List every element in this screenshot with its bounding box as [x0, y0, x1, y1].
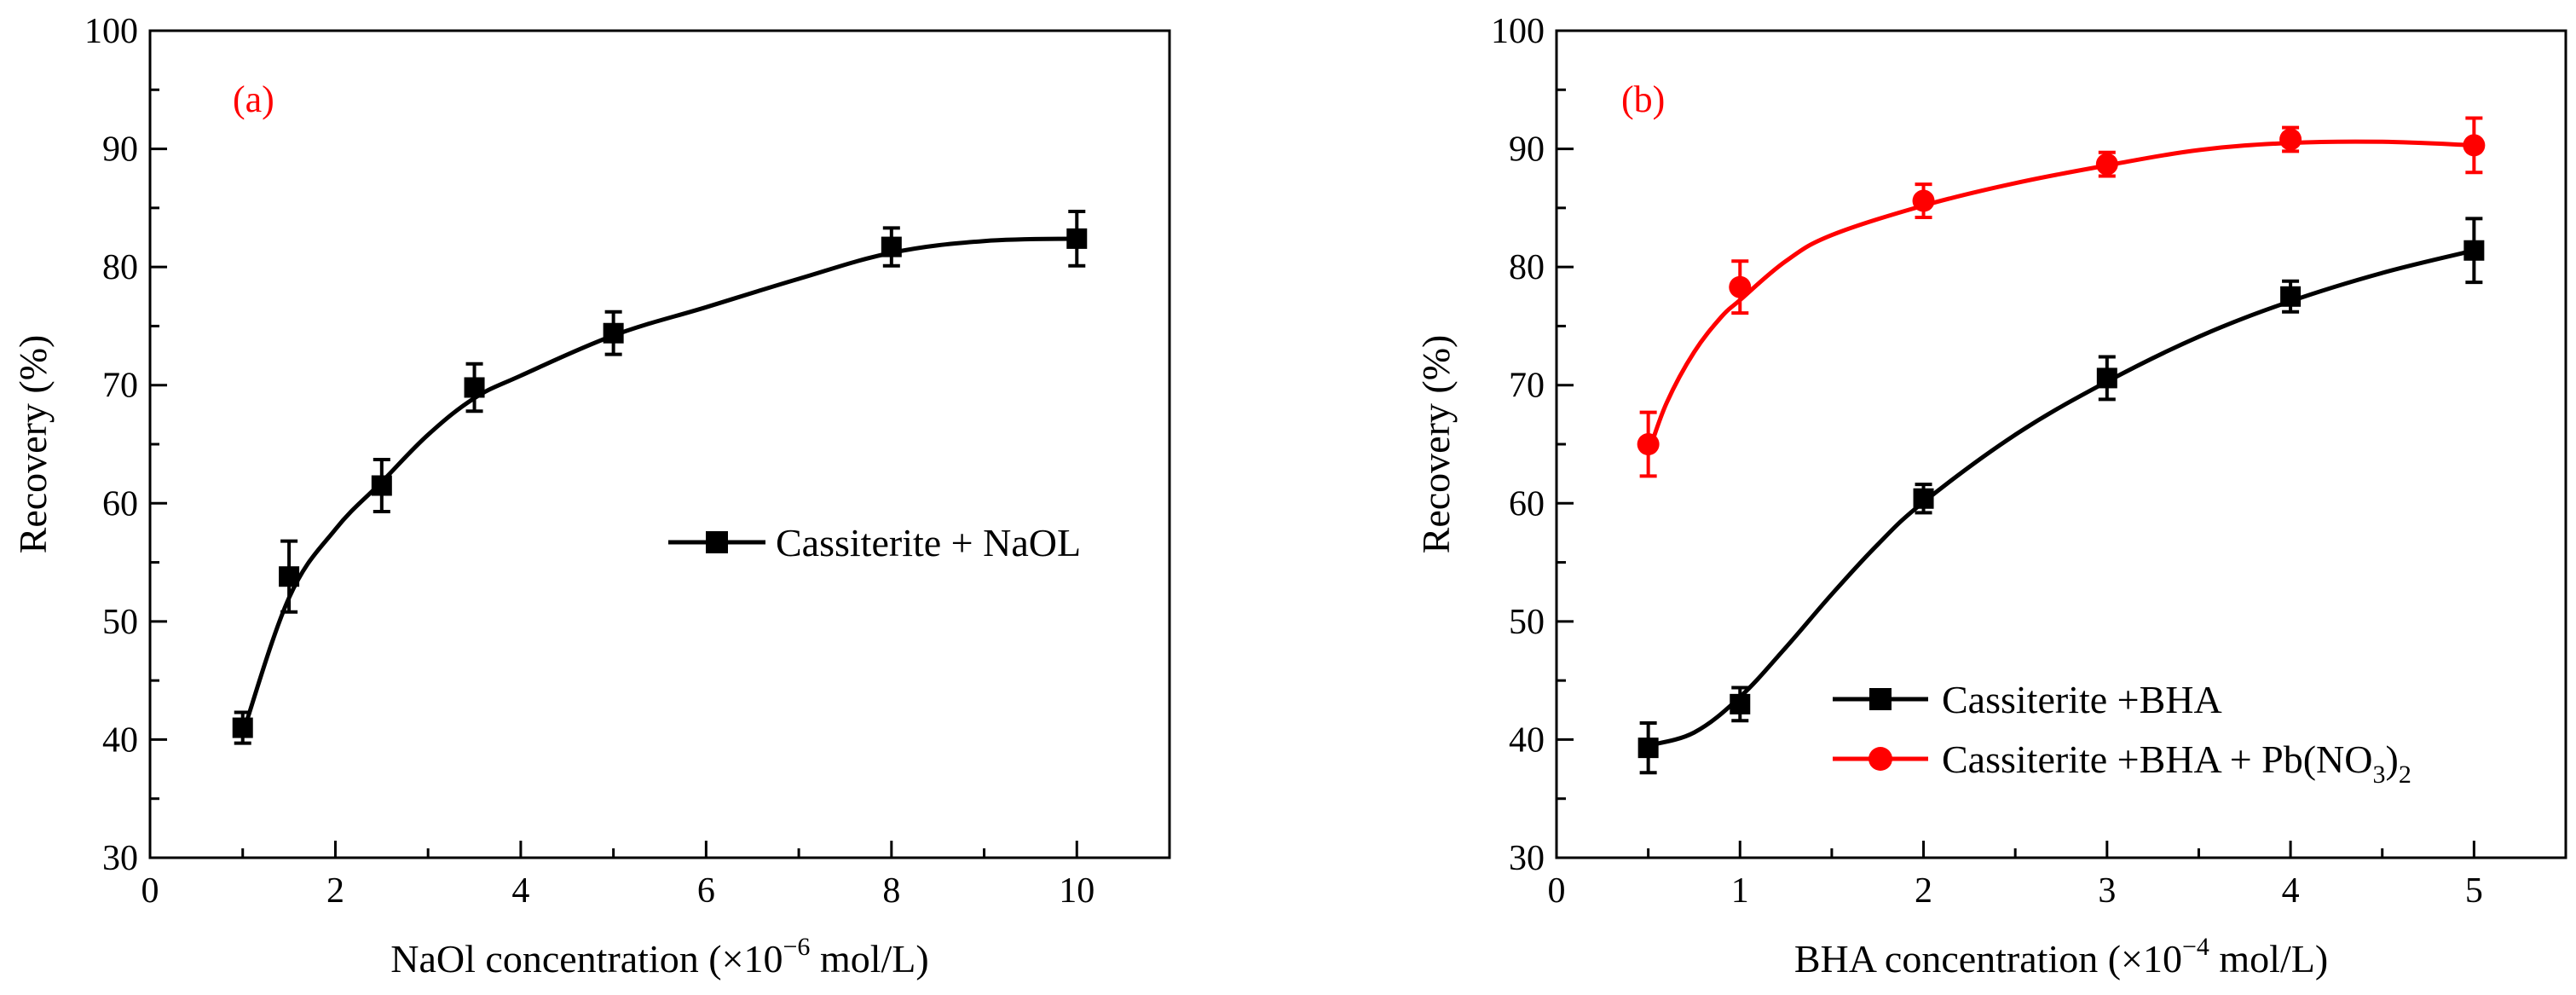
panel-a-data-point: [279, 566, 300, 587]
panel-b-plot-frame: [1555, 29, 2567, 859]
panel-a-x-tick-labels: 0 2 4 6 8 10: [142, 871, 1095, 911]
panel-b-data-point: [1730, 693, 1751, 714]
panel-b-x-axis-title-prefix: BHA concentration (×10: [1794, 937, 2182, 981]
panel-a-x-tick-label: 10: [1059, 871, 1095, 911]
panel-a-x-tick-label: 2: [326, 871, 344, 911]
panel-a-x-tick-label: 6: [697, 871, 715, 911]
panel-a-data-point: [232, 717, 253, 738]
panel-a-y-tick-label: 90: [102, 130, 138, 170]
panel-a-y-tick-label: 80: [102, 248, 138, 287]
panel-b-y-tick-label: 70: [1509, 367, 1545, 406]
panel-b-legend-label-2-mid: ): [2385, 738, 2398, 781]
panel-a-x-axis-title-exponent: −6: [783, 933, 811, 961]
panel-a-ticks: [148, 29, 1171, 859]
panel-b-data-point: [2280, 286, 2302, 307]
panel-b-y-tick-labels: 30 40 50 60 70 80 90 100: [1491, 12, 1545, 878]
panel-b-x-tick-label: 5: [2465, 871, 2483, 911]
panel-a-legend: Cassiterite + NaOL: [668, 521, 1081, 564]
panel-b-x-tick-labels: 0 1 2 3 4 5: [1548, 871, 2483, 911]
panel-a-x-axis-title: NaOl concentration (×10−6 mol/L): [390, 933, 928, 981]
panel-b-data-point: [1637, 738, 1659, 759]
panel-a-y-tick-label: 70: [102, 367, 138, 406]
panel-a-data-point: [881, 236, 902, 257]
panel-a-y-tick-labels: 30 40 50 60 70 80 90 100: [84, 12, 138, 878]
panel-a-chart: 0 2 4 6 8 10 30 40 50 60 70 80 90 100 (a) NaOl conce…: [11, 12, 1171, 981]
panel-b-data-point: [2095, 153, 2118, 176]
panel-b-y-tick-label: 50: [1509, 603, 1545, 642]
panel-b-legend-label-2-sub1: 3: [2372, 761, 2385, 789]
panel-b-x-tick-label: 4: [2282, 871, 2300, 911]
panel-b-y-tick-label: 60: [1509, 484, 1545, 524]
panel-b-data-markers: [1637, 128, 2486, 759]
panel-a-y-tick-label: 50: [102, 603, 138, 642]
panel-a-data-markers: [232, 228, 1088, 738]
panel-a-label: (a): [233, 78, 274, 120]
panel-a-data-point: [603, 322, 624, 344]
panel-b-data-point: [2463, 134, 2486, 157]
panel-b-y-tick-label: 90: [1509, 130, 1545, 170]
panel-b-x-axis-title-exponent: −4: [2182, 933, 2209, 961]
panel-a-x-tick-label: 8: [882, 871, 900, 911]
panel-b-x-tick-label: 0: [1548, 871, 1566, 911]
panel-b-fit-curve-1: [1646, 248, 2476, 748]
panel-a-plot-frame: [148, 29, 1171, 859]
panel-a-y-tick-label: 40: [102, 720, 138, 760]
panel-b-x-tick-label: 1: [1731, 871, 1749, 911]
panel-b-x-axis-title-suffix: mol/L): [2209, 937, 2328, 981]
panel-b-ticks: [1555, 29, 2567, 859]
panel-b-legend-label-1: Cassiterite +BHA: [1942, 678, 2222, 721]
panel-b-data-point: [1729, 275, 1752, 298]
panel-b-legend: Cassiterite +BHA Cassiterite +BHA + Pb(N…: [1833, 678, 2411, 789]
panel-a-y-tick-label: 60: [102, 484, 138, 524]
panel-b-legend-label-2-main: Cassiterite +BHA + Pb(NO: [1942, 738, 2372, 781]
panel-b-fit-curves: [1646, 139, 2476, 748]
panel-a-legend-marker: [706, 531, 728, 553]
panel-b-x-axis-title: BHA concentration (×10−4 mol/L): [1794, 933, 2328, 981]
panel-a-fit-curves: [240, 236, 1079, 736]
panel-a-x-tick-label: 4: [511, 871, 529, 911]
panel-a-y-tick-label: 100: [84, 12, 138, 51]
panel-a-y-tick-label: 30: [102, 839, 138, 878]
panel-a-data-point: [371, 475, 392, 496]
panel-a-data-point: [464, 377, 485, 398]
panel-a-data-point: [1066, 228, 1088, 249]
panel-b-legend-marker-1: [1869, 688, 1892, 710]
panel-b-data-point: [1913, 488, 1934, 509]
panel-b-error-bars: [1639, 116, 2483, 775]
panel-b-y-axis-title: Recovery (%): [1414, 335, 1458, 554]
panel-b-legend-label-2-sub2: 2: [2399, 761, 2411, 789]
panel-a-x-axis-title-prefix: NaOl concentration (×10: [390, 937, 783, 981]
panel-b-data-point: [2463, 240, 2485, 261]
panel-a-x-axis-title-suffix: mol/L): [810, 937, 928, 981]
panel-b-data-point: [2279, 128, 2302, 151]
panel-b-data-point: [1912, 189, 1935, 212]
panel-a-x-tick-label: 0: [142, 871, 159, 911]
panel-b-legend-marker-2: [1868, 747, 1892, 771]
panel-b-label: (b): [1621, 78, 1665, 120]
panel-a-legend-label: Cassiterite + NaOL: [776, 521, 1081, 564]
panel-a-error-bars: [234, 210, 1086, 745]
panel-a-y-axis-title: Recovery (%): [11, 335, 55, 554]
panel-a-fit-curve-1: [240, 236, 1079, 736]
panel-b-y-tick-label: 100: [1491, 12, 1545, 51]
panel-b-y-tick-label: 40: [1509, 720, 1545, 760]
panel-b-y-tick-label: 30: [1509, 839, 1545, 878]
panel-b-x-tick-label: 3: [2098, 871, 2116, 911]
panel-b-y-tick-label: 80: [1509, 248, 1545, 287]
panel-b-data-point: [2096, 367, 2117, 389]
panel-b-x-tick-label: 2: [1915, 871, 1932, 911]
panel-b-data-point: [1637, 433, 1660, 455]
panel-b-legend-label-2: Cassiterite +BHA + Pb(NO3)2: [1942, 738, 2411, 789]
